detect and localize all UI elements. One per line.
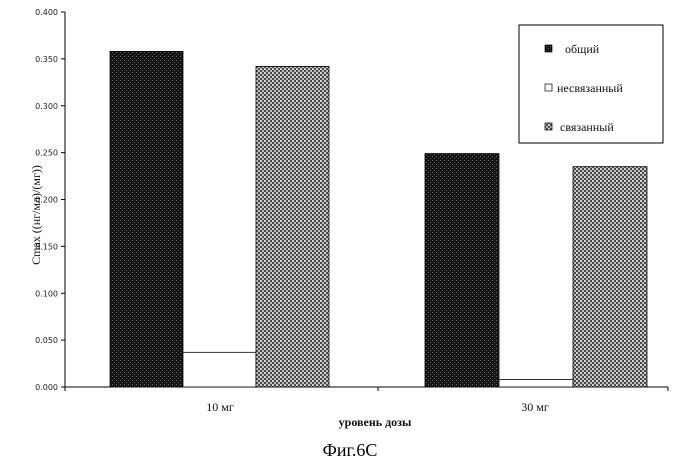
bar-bound-30mg (573, 167, 647, 387)
y-axis-title: Cmax ((нг/мл)/(мг)) (29, 165, 43, 265)
x-axis-title: уровень дозы (339, 415, 412, 429)
x-category-label: 10 мг (206, 400, 234, 414)
figure-caption: Фиг.6С (0, 440, 700, 461)
legend-label-total: общий (565, 42, 600, 56)
chart: 0.0000.0500.1000.1500.2000.2500.3000.350… (0, 0, 700, 440)
bar-total-10mg (110, 51, 183, 387)
legend-label-bound: связанный (560, 120, 614, 134)
legend-swatch-bound (545, 123, 552, 130)
legend-label-unbound: несвязанный (557, 81, 623, 95)
y-tick-label: 0.050 (35, 336, 58, 345)
bar-bound-10mg (256, 66, 329, 387)
legend-swatch-total (545, 45, 552, 52)
y-tick-label: 0.000 (35, 383, 58, 392)
y-tick-label: 0.100 (35, 289, 58, 298)
legend-swatch-unbound (545, 84, 552, 91)
bar-unbound-30mg (499, 380, 573, 388)
bar-total-30mg (425, 154, 499, 387)
y-tick-label: 0.300 (35, 102, 58, 111)
bar-unbound-10mg (183, 352, 256, 387)
legend: общий несвязанный связанный (519, 25, 663, 143)
y-tick-label: 0.400 (35, 8, 58, 17)
x-category-label: 30 мг (521, 400, 549, 414)
y-tick-label: 0.250 (35, 149, 58, 158)
y-tick-label: 0.350 (35, 55, 58, 64)
